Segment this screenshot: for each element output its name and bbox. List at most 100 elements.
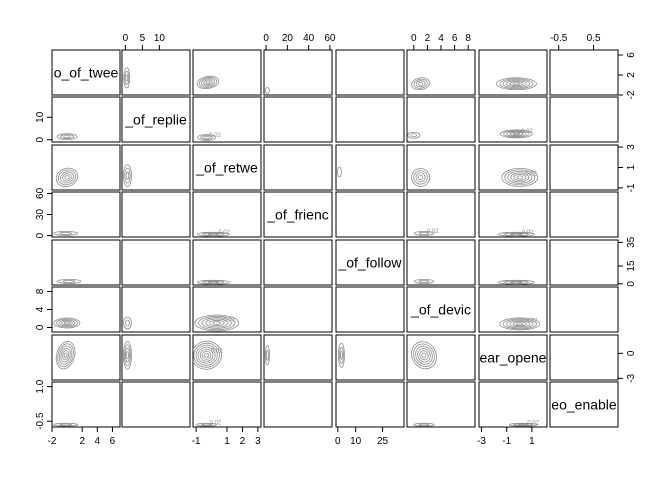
contour-line	[501, 167, 539, 187]
tick-label: -1	[192, 436, 201, 447]
panel-frame	[335, 286, 405, 333]
contour-line	[55, 341, 76, 370]
contour-line	[56, 133, 78, 141]
contour-line	[53, 422, 78, 427]
contour-line	[415, 345, 433, 365]
contour-level-label: 0.02	[223, 317, 235, 323]
tick-label: 0	[35, 232, 46, 238]
contour-group	[413, 422, 435, 427]
contour-line	[512, 321, 527, 327]
panel-4-5	[406, 239, 476, 286]
contour-line	[209, 319, 225, 327]
tick-label: 4	[438, 33, 444, 44]
panel-0-3	[263, 49, 333, 96]
panel-frame	[549, 334, 619, 381]
panel-frame	[263, 286, 333, 333]
contour-line	[417, 174, 424, 181]
contour-line	[498, 231, 535, 237]
contour-line	[58, 345, 73, 365]
panel-frame	[478, 334, 548, 381]
contour-level-label: 0.02	[526, 319, 538, 325]
contour-line	[57, 169, 76, 186]
panel-1-6: 0.02	[478, 96, 548, 143]
contour-line	[205, 80, 211, 85]
contour-line	[59, 134, 75, 140]
contour-line	[512, 132, 521, 136]
contour-line	[123, 340, 132, 370]
contour-line	[195, 344, 218, 366]
contour-line	[504, 169, 536, 186]
tick-label: 30	[35, 209, 46, 221]
panel-frame	[549, 96, 619, 143]
tick-label: 25	[377, 436, 389, 447]
tick-label: 40	[303, 33, 315, 44]
panel-1-2: 0.02	[192, 96, 262, 143]
contour-line	[60, 171, 74, 184]
panel-frame	[335, 381, 405, 428]
panel-frame	[335, 191, 405, 238]
panel-7-5	[406, 381, 476, 428]
contour-line	[513, 423, 533, 427]
contour-group	[411, 167, 431, 187]
contour-line	[506, 80, 527, 88]
contour-line	[502, 79, 531, 89]
variable-label: o_of_twee	[54, 65, 119, 81]
panel-5-1	[121, 286, 191, 333]
contour-line	[198, 315, 236, 331]
contour-group: 0.02	[501, 167, 539, 187]
panel-frame	[192, 144, 262, 191]
panel-frame	[335, 144, 405, 191]
contour-line	[212, 321, 221, 325]
contour-line	[59, 231, 72, 235]
tick-label: 6	[110, 436, 116, 447]
contour-line	[198, 77, 218, 88]
panel-frame	[406, 96, 476, 143]
contour-line	[201, 317, 232, 329]
contour-group: 0.02	[498, 230, 535, 237]
contour-level-label: 0.02	[210, 420, 222, 426]
tick-label: 6	[452, 33, 458, 44]
contour-line	[203, 136, 211, 139]
tick-label: 20	[282, 33, 294, 44]
panel-1-0	[51, 96, 121, 143]
contour-group: 0.02	[194, 314, 240, 332]
contour-line	[509, 81, 524, 87]
panel-3-5: 0.02	[406, 191, 476, 238]
contour-level-label: 0.02	[521, 129, 533, 135]
panel-frame	[51, 144, 121, 191]
contour-line	[510, 281, 523, 284]
panel-3-2: 0.02	[192, 191, 262, 238]
panel-7-4	[335, 381, 405, 428]
left-axis-7: -0.5 1.0	[35, 379, 53, 430]
panel-2-2: _of_retwe	[192, 144, 262, 191]
panel-frame	[192, 239, 262, 286]
contour-line	[411, 341, 437, 370]
left-axis-5: 0 4 8	[35, 288, 53, 330]
tick-label: -0.5	[35, 412, 46, 430]
panel-frame	[335, 334, 405, 381]
contour-line	[125, 171, 130, 180]
contour-line	[64, 175, 70, 180]
panel-6-7	[549, 334, 619, 381]
tick-label: 35	[626, 236, 637, 248]
panel-4-7	[549, 239, 619, 286]
contour-level-label: 0.02	[522, 230, 534, 236]
contour-line	[418, 423, 430, 426]
tick-label: -3	[477, 436, 486, 447]
panel-2-4	[335, 144, 405, 191]
panel-6-4	[335, 334, 405, 381]
right-axis-6: -3 0	[617, 350, 637, 383]
tick-label: 4	[95, 436, 101, 447]
contour-line	[205, 318, 229, 328]
tick-label: 8	[35, 288, 46, 294]
bottom-axis-4: 0 10 25	[335, 426, 389, 447]
contour-line	[124, 167, 131, 184]
tick-label: 15	[626, 260, 637, 272]
panel-frame	[121, 334, 191, 381]
panel-1-3	[263, 96, 333, 143]
right-axis-2: -1 1 3	[617, 144, 637, 192]
panel-0-1	[121, 49, 191, 96]
contour-line	[407, 131, 421, 139]
contour-line	[207, 233, 220, 236]
panel-frame	[549, 144, 619, 191]
